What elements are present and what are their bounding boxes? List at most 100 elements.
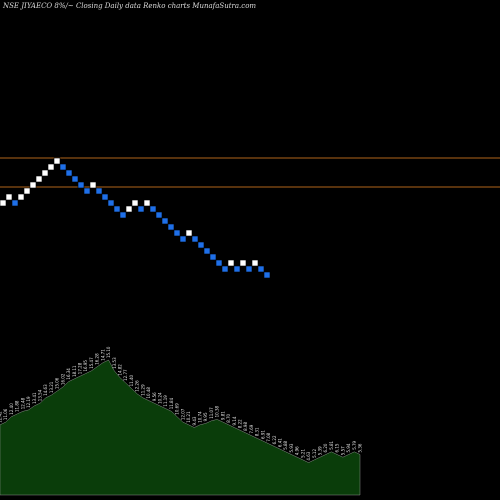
renko-brick-up: [227, 259, 235, 267]
volume-label: 12.42: [0, 411, 3, 423]
renko-brick-down: [263, 271, 271, 279]
volume-label: 5.88: [283, 440, 288, 449]
volume-label: 11.84: [169, 397, 174, 409]
volume-label: 12.40: [9, 403, 14, 415]
volume-area: [0, 359, 361, 496]
renko-brick-up: [89, 181, 97, 189]
volume-label: 9.14: [232, 416, 237, 425]
volume-label: 6.22: [272, 435, 277, 444]
volume-label: 10.74: [198, 411, 203, 423]
volume-label: 11.88: [15, 400, 20, 412]
volume-label: 13.54: [38, 389, 43, 401]
volume-label: 5.79: [352, 440, 357, 449]
volume-label: 13.53: [112, 357, 117, 369]
volume-label: 9.56: [152, 392, 157, 401]
volume-label: 10.48: [146, 387, 151, 399]
volume-label: 14.63: [43, 384, 48, 396]
volume-label: 11.19: [163, 395, 168, 407]
volume-label: 12.19: [26, 396, 31, 408]
renko-brick-down: [179, 235, 187, 243]
renko-brick-down: [59, 163, 67, 171]
renko-brick-down: [113, 205, 121, 213]
renko-brick-up: [143, 199, 151, 207]
renko-brick-down: [161, 217, 169, 225]
renko-brick-down: [71, 175, 79, 183]
volume-label: 16.34: [66, 368, 71, 380]
volume-label: 16.95: [83, 360, 88, 372]
renko-brick-up: [131, 199, 139, 207]
renko-brick-down: [233, 265, 241, 273]
renko-bricks: [0, 157, 271, 279]
volume-label: 8.22: [238, 419, 243, 428]
volume-label: 15.47: [89, 357, 94, 369]
volume-label: 8.31: [255, 427, 260, 436]
renko-brick-down: [155, 211, 163, 219]
renko-brick-down: [119, 211, 127, 219]
volume-label: 4.63: [306, 451, 311, 460]
volume-label: 11.06: [3, 408, 8, 420]
renko-brick-down: [203, 247, 211, 255]
volume-label: 14.71: [100, 349, 105, 361]
volume-label: 18.11: [72, 365, 77, 377]
volume-label: 8.98: [243, 422, 248, 431]
volume-label: 5.93: [289, 443, 294, 452]
chart-title: NSE JIYAECO 8%/~ Closing Daily data Renk…: [2, 2, 256, 10]
renko-brick-up: [23, 187, 31, 195]
volume-label: 16.02: [60, 373, 65, 385]
volume-label: 11.07: [209, 407, 214, 419]
renko-brick-down: [209, 253, 217, 261]
volume-label: 15.10: [106, 346, 111, 358]
volume-label: 13.21: [49, 381, 54, 393]
volume-label: 5.94: [346, 443, 351, 452]
volume-label: 14.82: [118, 364, 123, 376]
renko-brick-down: [101, 193, 109, 201]
volume-label: 15.06: [55, 377, 60, 389]
renko-brick-down: [197, 241, 205, 249]
volume-label: 11.29: [140, 384, 145, 396]
volume-label: 5.12: [312, 449, 317, 458]
volume-label: 5.57: [340, 446, 345, 455]
renko-brick-up: [251, 259, 259, 267]
renko-brick-up: [35, 175, 43, 183]
renko-brick-down: [173, 229, 181, 237]
volume-area-path: [0, 359, 361, 496]
renko-brick-down: [11, 199, 19, 207]
volume-label: 5.21: [300, 449, 305, 458]
renko-brick-up: [47, 163, 55, 171]
volume-label: 13.41: [32, 392, 37, 404]
volume-label: 4.96: [295, 446, 300, 455]
renko-brick-down: [215, 259, 223, 267]
volume-label: 7.69: [249, 424, 254, 433]
renko-brick-down: [245, 265, 253, 273]
volume-label: 9.95: [203, 412, 208, 421]
volume-label: 8.70: [226, 413, 231, 422]
volume-label: 7.08: [266, 432, 271, 441]
volume-label: 10.24: [158, 392, 163, 404]
renko-brick-down: [167, 223, 175, 231]
renko-brick-up: [0, 199, 7, 207]
volume-label: 10.69: [175, 403, 180, 415]
volume-label: 10.21: [186, 411, 191, 423]
volume-labels: 12.42 11.06 12.40 11.88 12.48 12.19 13.41 13.54…: [0, 346, 363, 461]
volume-label: 12.07: [180, 408, 185, 420]
volume-label: 5.39: [318, 446, 323, 455]
renko-brick-up: [125, 205, 133, 213]
volume-label: 12.77: [123, 369, 128, 381]
renko-brick-up: [53, 157, 61, 165]
volume-label: 10.38: [215, 405, 220, 417]
renko-brick-down: [137, 205, 145, 213]
renko-brick-down: [83, 187, 91, 195]
renko-brick-down: [221, 265, 229, 273]
volume-label: 6.15: [335, 443, 340, 452]
volume-label: 16.28: [95, 353, 100, 365]
renko-brick-down: [149, 205, 157, 213]
renko-brick-down: [65, 169, 73, 177]
volume-label: 6.91: [260, 430, 265, 439]
renko-brick-down: [77, 181, 85, 189]
volume-label: 9.81: [220, 411, 225, 420]
renko-brick-up: [29, 181, 37, 189]
volume-label: 11.40: [129, 374, 134, 386]
renko-brick-up: [17, 193, 25, 201]
renko-brick-down: [107, 199, 115, 207]
renko-brick-down: [95, 187, 103, 195]
